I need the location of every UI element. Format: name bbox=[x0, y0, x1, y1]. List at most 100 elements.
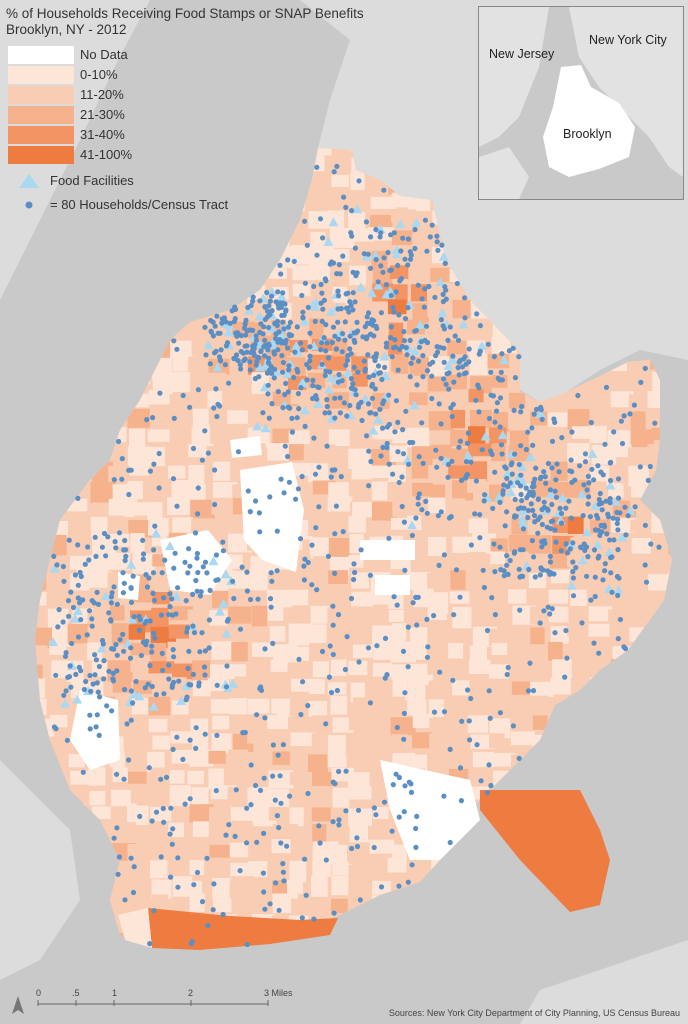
household-dot bbox=[595, 527, 602, 533]
household-dot bbox=[504, 553, 510, 559]
census-tract bbox=[592, 555, 611, 575]
household-dot bbox=[112, 539, 118, 545]
household-dot bbox=[638, 379, 644, 385]
household-dot bbox=[300, 314, 306, 320]
household-dot bbox=[210, 319, 216, 325]
legend-item-households: = 80 Households/Census Tract bbox=[8, 196, 248, 214]
household-dot bbox=[294, 415, 300, 421]
household-dot bbox=[599, 507, 605, 513]
household-dot bbox=[167, 831, 173, 837]
household-dot bbox=[75, 582, 81, 588]
household-dot bbox=[405, 305, 411, 311]
household-dot bbox=[175, 855, 181, 861]
household-dot bbox=[128, 599, 135, 606]
household-dot bbox=[78, 668, 84, 674]
household-dot bbox=[434, 464, 440, 470]
household-dot bbox=[437, 669, 443, 675]
household-dot bbox=[147, 662, 153, 669]
census-tract bbox=[247, 787, 269, 808]
household-dot bbox=[416, 358, 422, 364]
household-dot bbox=[260, 331, 266, 337]
household-dot bbox=[448, 405, 454, 411]
census-tract bbox=[307, 754, 328, 775]
household-dot bbox=[363, 219, 369, 225]
census-tract bbox=[130, 533, 145, 554]
household-dot bbox=[563, 627, 569, 634]
household-dot bbox=[607, 537, 613, 543]
household-dot bbox=[274, 813, 280, 819]
household-dot bbox=[56, 607, 62, 613]
household-dot bbox=[608, 570, 614, 576]
census-tract bbox=[327, 735, 346, 756]
household-dot bbox=[269, 578, 275, 584]
census-tract bbox=[291, 606, 308, 622]
census-tract bbox=[571, 426, 594, 439]
household-dot bbox=[400, 451, 407, 457]
household-dot bbox=[580, 513, 586, 519]
household-dot bbox=[119, 456, 125, 462]
household-dot bbox=[282, 443, 288, 449]
household-dot bbox=[174, 734, 180, 740]
household-dot bbox=[413, 825, 419, 832]
household-dot bbox=[477, 511, 483, 518]
household-dot bbox=[359, 417, 365, 424]
census-tract bbox=[311, 148, 335, 156]
household-dot bbox=[66, 537, 72, 543]
household-dot bbox=[337, 395, 343, 401]
scale-bar-graphic bbox=[37, 1000, 269, 1006]
census-tract bbox=[588, 623, 614, 637]
household-dot bbox=[398, 248, 404, 254]
household-dot bbox=[398, 276, 404, 282]
census-tract bbox=[272, 411, 292, 425]
food-facility-marker bbox=[218, 598, 229, 608]
census-tract bbox=[132, 553, 156, 575]
household-dot bbox=[307, 358, 313, 364]
household-dot bbox=[144, 638, 150, 644]
household-dot bbox=[168, 805, 174, 811]
household-dot bbox=[269, 401, 275, 407]
census-tract bbox=[290, 574, 311, 588]
census-tract bbox=[190, 499, 215, 519]
household-dot bbox=[553, 494, 560, 500]
household-dot bbox=[438, 455, 444, 461]
household-dot bbox=[88, 688, 94, 695]
household-dot bbox=[492, 469, 498, 475]
household-dot bbox=[187, 404, 193, 410]
household-dot bbox=[390, 471, 396, 477]
household-dot bbox=[75, 542, 81, 548]
census-tract bbox=[508, 534, 534, 552]
census-tract bbox=[151, 879, 172, 900]
census-tract bbox=[611, 444, 632, 458]
household-dot bbox=[292, 349, 298, 355]
household-dot bbox=[520, 526, 527, 532]
household-dot bbox=[186, 681, 192, 688]
household-dot bbox=[596, 496, 602, 503]
household-dot bbox=[78, 573, 84, 580]
household-dot bbox=[466, 718, 472, 724]
household-dot bbox=[281, 878, 287, 884]
household-dot bbox=[63, 688, 69, 694]
household-dot bbox=[647, 463, 653, 470]
census-tract bbox=[332, 717, 354, 733]
household-dot bbox=[302, 556, 308, 562]
census-tract bbox=[229, 714, 253, 732]
household-dot bbox=[607, 477, 614, 484]
legend-label: = 80 Households/Census Tract bbox=[50, 197, 229, 212]
census-tract bbox=[189, 844, 207, 863]
census-tract bbox=[228, 588, 250, 608]
household-dot bbox=[572, 477, 578, 483]
food-facility-marker bbox=[370, 250, 381, 260]
census-tract bbox=[308, 264, 332, 281]
household-dot bbox=[262, 353, 268, 359]
household-dot bbox=[169, 841, 175, 847]
food-facility-marker bbox=[497, 430, 508, 440]
census-tract bbox=[508, 660, 532, 679]
household-dot bbox=[595, 463, 601, 469]
household-dot bbox=[348, 351, 354, 357]
household-dot bbox=[547, 487, 554, 493]
household-dot bbox=[285, 453, 291, 460]
household-dot bbox=[542, 474, 548, 480]
household-dot bbox=[468, 695, 474, 702]
scale-tick-label: 2 bbox=[188, 988, 194, 998]
household-dot bbox=[212, 467, 218, 473]
